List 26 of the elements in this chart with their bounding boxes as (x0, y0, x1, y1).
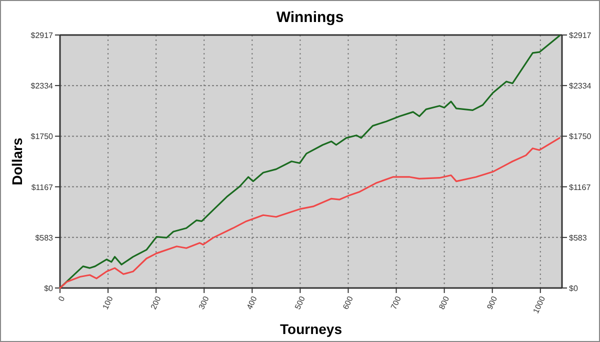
y-tick-label: $1750 (30, 132, 54, 142)
y2-tick-label: $1750 (569, 132, 592, 142)
x-tick-label: 500 (293, 294, 308, 311)
x-tick-label: 600 (341, 294, 356, 311)
y2-tick-label: $0 (569, 284, 578, 293)
y2-tick-label: $2917 (569, 31, 592, 40)
y-tick-label: $0 (44, 284, 54, 293)
x-axis-title: Tourneys (280, 321, 342, 337)
x-tick-label: 200 (149, 294, 164, 311)
x-tick-label: 0 (56, 294, 67, 303)
y-tick-label: $2334 (30, 82, 54, 91)
x-tick-label: 900 (485, 294, 500, 311)
x-tick-label: 700 (389, 294, 404, 311)
y2-tick-label: $583 (569, 233, 588, 242)
chart-title: Winnings (276, 9, 344, 26)
y-axis-title: Dollars (9, 138, 25, 186)
x-tick-label: 1000 (531, 294, 548, 315)
y-tick-label: $583 (35, 233, 54, 242)
y-tick-label: $2917 (30, 31, 54, 40)
y2-tick-label: $2334 (569, 82, 592, 91)
x-tick-label: 400 (245, 294, 260, 311)
x-tick-label: 800 (437, 294, 452, 311)
x-tick-label: 100 (100, 294, 115, 311)
y2-tick-label: $1167 (569, 182, 592, 192)
y-tick-label: $1167 (31, 182, 54, 192)
x-tick-label: 300 (197, 294, 212, 311)
